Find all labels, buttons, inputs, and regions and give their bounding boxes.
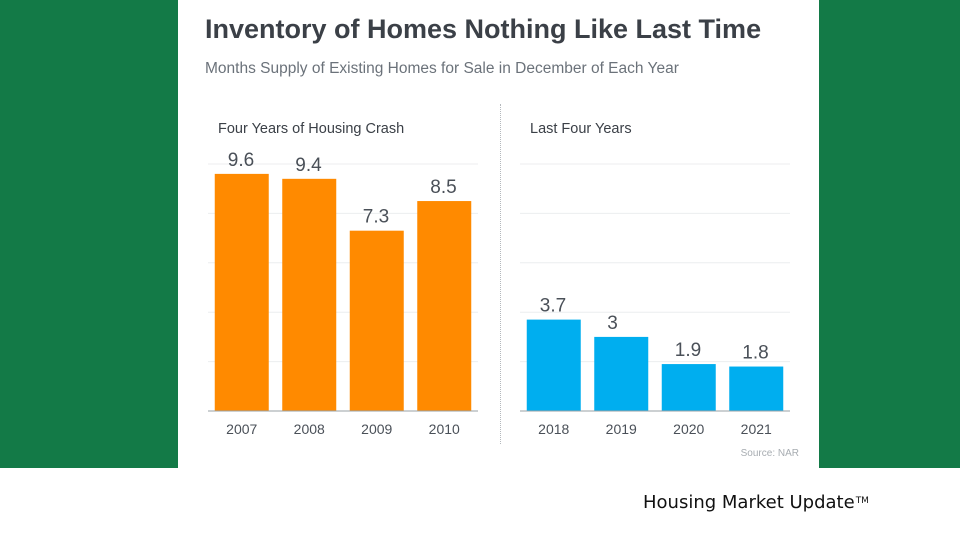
category-label-2019: 2019 <box>606 421 637 437</box>
bar-2007 <box>214 173 269 411</box>
value-label-2008: 9.4 <box>295 155 322 176</box>
value-label-2018: 3.7 <box>540 296 566 317</box>
bar-2010 <box>417 201 472 411</box>
category-label-2010: 2010 <box>429 421 460 437</box>
infographic-card: Inventory of Homes Nothing Like Last Tim… <box>178 0 819 468</box>
panel-divider <box>500 104 501 444</box>
category-label-2009: 2009 <box>361 421 392 437</box>
footer-brand: Housing Market UpdateTM <box>643 492 869 513</box>
category-label-2020: 2020 <box>673 421 704 437</box>
category-label-2021: 2021 <box>741 421 772 437</box>
bar-2019 <box>594 336 649 411</box>
right-bar-chart: 3.7 2018 3 2019 1.9 2020 1.8 2021 <box>520 163 790 437</box>
chart-title: Inventory of Homes Nothing Like Last Tim… <box>205 14 762 44</box>
value-label-2021: 1.8 <box>742 343 768 364</box>
bar-2008 <box>282 178 337 411</box>
bar-2018 <box>526 319 581 411</box>
bar-2020 <box>661 364 716 411</box>
left-panel-title: Four Years of Housing Crash <box>218 121 405 137</box>
footer-text: Housing Market Update <box>643 492 855 513</box>
trademark-mark: TM <box>855 496 869 506</box>
value-label-2020: 1.9 <box>675 340 701 361</box>
bar-2009 <box>349 230 404 411</box>
category-label-2018: 2018 <box>538 421 569 437</box>
bar-2021 <box>729 366 784 411</box>
value-label-2009: 7.3 <box>363 207 389 228</box>
value-label-2007: 9.6 <box>228 150 254 171</box>
category-label-2008: 2008 <box>294 421 325 437</box>
chart-subtitle: Months Supply of Existing Homes for Sale… <box>205 60 679 77</box>
right-panel-title: Last Four Years <box>530 121 632 137</box>
left-bar-chart: 9.6 2007 9.4 2008 7.3 2009 8.5 2010 <box>208 150 478 437</box>
category-label-2007: 2007 <box>226 421 257 437</box>
value-label-2019: 3 <box>607 313 618 334</box>
source-note: Source: NAR <box>740 448 799 459</box>
value-label-2010: 8.5 <box>430 177 456 198</box>
